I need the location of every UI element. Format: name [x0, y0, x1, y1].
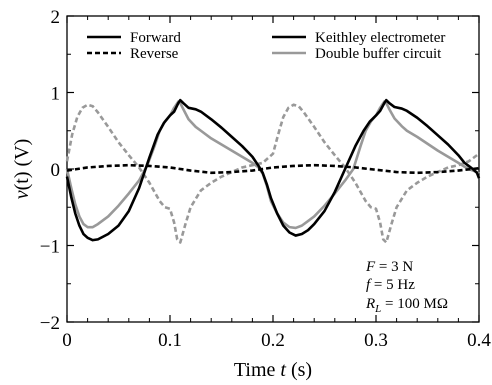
y-tick-label: −2	[40, 313, 60, 334]
legend: Forward Reverse Keithley electrometer Do…	[87, 30, 445, 62]
x-axis-title: Time t (s)	[234, 359, 312, 381]
series-line-double-buffer-circuit	[65, 103, 480, 244]
annotation-force: F = 3 N	[365, 259, 413, 275]
y-tick-label: 1	[51, 84, 61, 105]
y-tick-label: −1	[40, 237, 60, 258]
parameter-annotations: F = 3 N f = 5 Hz RL = 100 MΩ	[365, 259, 448, 315]
legend-label-double-buffer: Double buffer circuit	[315, 46, 442, 62]
x-tick-label: 0.1	[158, 330, 182, 351]
legend-label-reverse: Reverse	[130, 46, 179, 62]
y-tick-label: 2	[51, 7, 61, 28]
x-tick-label: 0.4	[467, 330, 491, 351]
y-axis-title: v(t) (V)	[11, 139, 33, 200]
x-tick-label: 0	[62, 330, 72, 351]
y-tick-label: 0	[51, 160, 61, 181]
axis-ticks: 0 0.1 0.2 0.3 0.4 −2 −1 0 1 2	[40, 7, 492, 351]
series-line-forward	[65, 98, 481, 242]
annotation-frequency: f = 5 Hz	[366, 277, 415, 293]
annotation-load-resistance: RL = 100 MΩ	[365, 296, 448, 315]
legend-label-forward: Forward	[130, 30, 181, 46]
series-layer	[65, 98, 481, 244]
x-tick-label: 0.3	[364, 330, 388, 351]
series-line-reverse	[66, 163, 480, 175]
x-tick-label: 0.2	[261, 330, 285, 351]
legend-label-keithley: Keithley electrometer	[315, 30, 445, 46]
